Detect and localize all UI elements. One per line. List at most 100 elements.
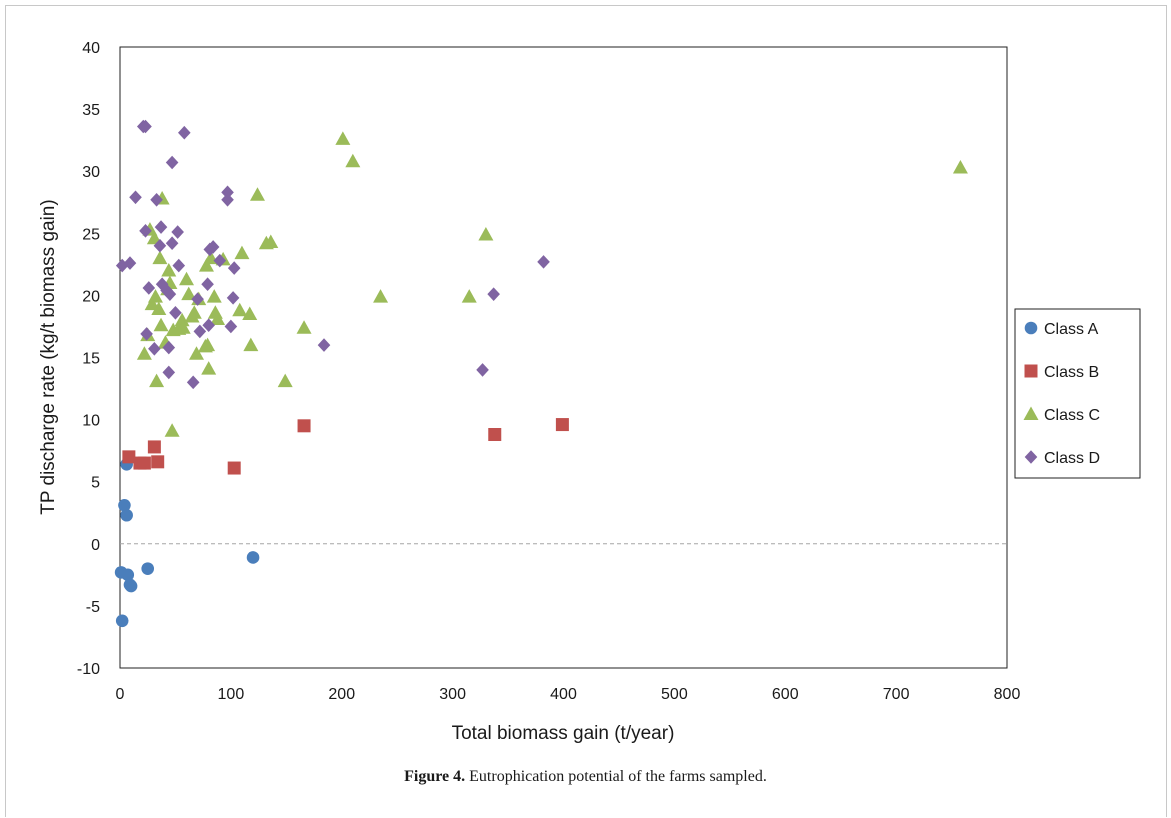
data-point — [488, 428, 502, 442]
y-tick-label: 10 — [82, 413, 100, 430]
data-point — [136, 346, 152, 360]
data-point — [555, 418, 569, 432]
legend-box — [1014, 308, 1141, 479]
data-point — [152, 250, 168, 265]
data-point — [147, 440, 161, 454]
data-point — [242, 306, 258, 321]
data-point — [178, 125, 191, 140]
data-point — [164, 423, 180, 437]
data-point — [234, 245, 250, 260]
data-point — [246, 551, 260, 564]
y-tick-label: 30 — [82, 164, 100, 181]
figure-caption-text: Eutrophication potential of the farms sa… — [469, 768, 767, 785]
legend-label: Class B — [1044, 364, 1099, 381]
data-point — [227, 461, 241, 475]
data-point — [193, 324, 207, 339]
data-point — [123, 256, 137, 270]
legend-item: Class A — [1024, 321, 1099, 338]
data-point — [175, 320, 191, 334]
data-point — [165, 155, 179, 170]
x-tick-label: 500 — [661, 686, 688, 703]
data-point — [224, 319, 238, 334]
data-point — [317, 338, 331, 352]
data-point — [186, 375, 200, 390]
x-tick-label: 100 — [218, 686, 245, 703]
legend-marker — [1023, 406, 1039, 420]
legend-label: Class C — [1044, 407, 1100, 424]
data-point — [172, 258, 186, 273]
data-point — [147, 289, 163, 303]
x-tick-label: 0 — [116, 686, 125, 703]
legend-marker — [1024, 450, 1038, 464]
data-point — [186, 305, 202, 319]
data-point — [277, 373, 293, 388]
data-point — [181, 286, 197, 301]
data-point — [227, 261, 241, 275]
data-point — [162, 365, 176, 380]
x-axis-ticks: 0 100 200 300 400 500 600 700 800 — [116, 686, 1021, 703]
y-tick-label: 35 — [82, 102, 100, 119]
data-point — [189, 346, 205, 360]
y-tick-label: -10 — [77, 661, 100, 678]
y-axis-title: TP discharge rate (kg/t biomass gain) — [38, 199, 59, 514]
data-points — [114, 119, 968, 628]
y-tick-label: 25 — [82, 226, 100, 243]
data-point — [202, 318, 215, 333]
x-tick-label: 300 — [439, 686, 466, 703]
data-point — [191, 292, 204, 306]
data-point — [206, 289, 222, 303]
data-point — [476, 363, 489, 377]
x-axis-title: Total biomass gain (t/year) — [452, 723, 675, 744]
data-point — [210, 311, 226, 325]
x-tick-label: 700 — [883, 686, 910, 703]
data-point — [120, 508, 133, 522]
data-point — [144, 296, 160, 311]
data-point — [154, 220, 168, 234]
figure-frame — [5, 5, 1167, 817]
data-point — [198, 258, 214, 272]
data-point — [243, 337, 259, 352]
data-point — [141, 562, 155, 575]
data-point — [461, 289, 477, 303]
data-point — [221, 185, 234, 200]
data-point — [169, 305, 182, 320]
data-point — [153, 317, 169, 332]
data-point — [163, 287, 177, 301]
data-point — [137, 456, 151, 470]
data-point — [122, 450, 136, 464]
data-point — [297, 419, 311, 433]
scatter-chart: -10 -5 0 5 10 15 20 25 30 35 40 0 100 200 300 400 500 60… — [38, 40, 1141, 744]
data-point — [171, 225, 184, 239]
series-class-c — [136, 131, 968, 437]
data-point — [213, 253, 227, 268]
data-point — [151, 455, 165, 469]
data-point — [149, 373, 165, 388]
legend-label: Class A — [1044, 321, 1099, 338]
x-tick-label: 400 — [550, 686, 577, 703]
data-point — [140, 327, 153, 341]
y-tick-label: 15 — [82, 351, 100, 368]
data-point — [232, 302, 248, 317]
data-point — [221, 192, 234, 207]
data-point — [129, 190, 142, 205]
x-tick-label: 800 — [994, 686, 1021, 703]
y-tick-label: 0 — [91, 537, 100, 554]
y-tick-label: 20 — [82, 288, 100, 305]
data-point — [124, 579, 138, 593]
legend: Class A Class B Class C Class D — [1014, 308, 1141, 479]
data-point — [201, 277, 214, 292]
data-point — [118, 498, 131, 512]
data-point — [115, 614, 129, 628]
data-point — [115, 258, 129, 273]
legend-item: Class D — [1024, 450, 1100, 467]
legend-item: Class C — [1023, 406, 1100, 424]
legend-label: Class D — [1044, 450, 1100, 467]
series-class-a — [114, 458, 260, 628]
data-point — [150, 192, 163, 207]
y-tick-label: 5 — [91, 475, 100, 492]
data-point — [139, 119, 152, 134]
figure-caption: Figure 4. Eutrophication potential of th… — [0, 768, 1171, 786]
data-point — [174, 312, 190, 327]
data-point — [226, 291, 240, 305]
plot-area — [119, 46, 1008, 669]
